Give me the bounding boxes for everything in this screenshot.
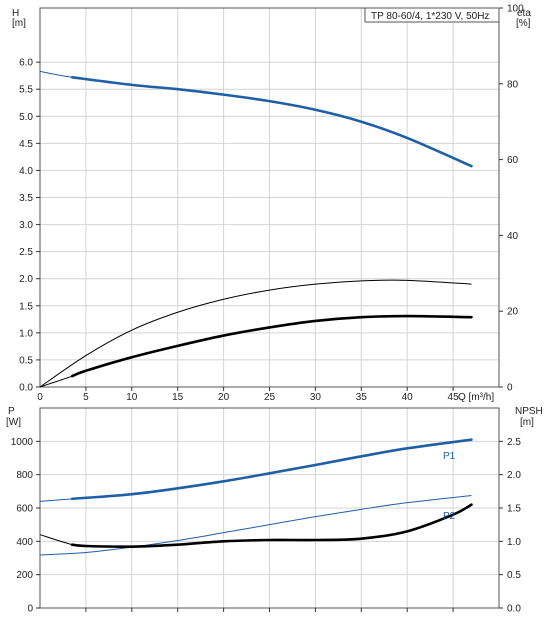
bottom-right-axis-label-line1: NPSH	[515, 406, 543, 417]
bot-right-tick-label: 0.0	[507, 604, 521, 615]
top-left-tick-label: 2.5	[19, 247, 33, 258]
bot-right-tick-label: 2.5	[507, 437, 521, 448]
top-right-tick-label: 60	[507, 155, 519, 166]
bot-series-0-operating-range	[70, 438, 473, 501]
top-x-tick-label: 15	[172, 392, 184, 403]
top-left-tick-label: 3.5	[19, 193, 33, 204]
series-label-p2: P2	[443, 511, 456, 522]
top-left-tick-label: 4.5	[19, 139, 33, 150]
top-x-tick-label: 20	[218, 392, 230, 403]
top-series-1-line	[39, 279, 472, 388]
top-left-axis-label-line1: H	[12, 8, 19, 19]
top-x-tick-label: 30	[310, 392, 322, 403]
top-left-tick-label: 5.5	[19, 85, 33, 96]
bot-series-1-line	[39, 495, 472, 556]
top-right-tick-label: 80	[507, 79, 519, 90]
top-x-tick-label: 35	[356, 392, 368, 403]
top-left-tick-label: 2.0	[19, 274, 33, 285]
x-axis-label: Q [m³/h]	[458, 392, 494, 403]
top-left-tick-label: 1.5	[19, 301, 33, 312]
top-right-axis-label-line1: eta	[517, 8, 531, 19]
top-left-tick-label: 0.5	[19, 355, 33, 366]
bottom-left-axis-label-line1: P	[8, 406, 15, 417]
top-series-2-operating-range	[70, 314, 473, 378]
top-left-tick-label: 0.0	[19, 383, 33, 394]
top-x-tick-label: 40	[402, 392, 414, 403]
top-right-tick-label: 20	[507, 307, 519, 318]
bot-right-tick-label: 2.0	[507, 470, 521, 481]
top-x-tick-label: 10	[126, 392, 138, 403]
bot-left-tick-label: 0	[27, 604, 33, 615]
power-npsh-panel: 0 200 400 600 800 1000 0.0 0.5 1.0 1.5 2.0 2.5 P […	[6, 406, 543, 615]
chart-title: TP 80-60/4, 1*230 V, 50Hz	[371, 11, 489, 22]
head-efficiency-panel: 0.00.51.01.52.02.53.03.54.04.55.05.56.0 …	[12, 4, 531, 404]
top-left-axis-label-line2: [m]	[12, 18, 26, 29]
bot-right-tick-label: 1.5	[507, 504, 521, 515]
top-x-tick-label: 45	[448, 392, 460, 403]
top-series-0-operating-range	[70, 76, 473, 168]
bot-left-tick-label: 200	[16, 570, 33, 581]
bot-left-tick-label: 400	[16, 537, 33, 548]
top-x-tick-label: 25	[264, 392, 276, 403]
bot-series-2-operating-range	[70, 503, 473, 549]
bot-right-tick-label: 0.5	[507, 570, 521, 581]
bottom-right-axis-label-line2: [m]	[520, 417, 534, 428]
top-right-axis-label-line2: [%]	[516, 18, 531, 29]
top-x-tick-label: 5	[83, 392, 89, 403]
top-left-tick-label: 5.0	[19, 112, 33, 123]
bot-left-tick-label: 600	[16, 504, 33, 515]
bottom-left-axis-label-line2: [W]	[6, 417, 21, 428]
bot-left-tick-label: 1000	[11, 437, 34, 448]
top-right-tick-label: 40	[507, 231, 519, 242]
top-left-tick-label: 4.0	[19, 166, 33, 177]
top-left-tick-label: 6.0	[19, 58, 33, 69]
top-x-tick-label: 0	[37, 392, 43, 403]
bot-right-tick-label: 1.0	[507, 537, 521, 548]
top-left-tick-label: 1.0	[19, 328, 33, 339]
series-label-p1: P1	[443, 451, 456, 462]
bot-left-tick-label: 800	[16, 470, 33, 481]
top-left-tick-label: 3.0	[19, 220, 33, 231]
top-right-tick-label: 100	[507, 4, 524, 15]
title-box	[364, 7, 500, 23]
top-right-tick-label: 0	[507, 383, 513, 394]
